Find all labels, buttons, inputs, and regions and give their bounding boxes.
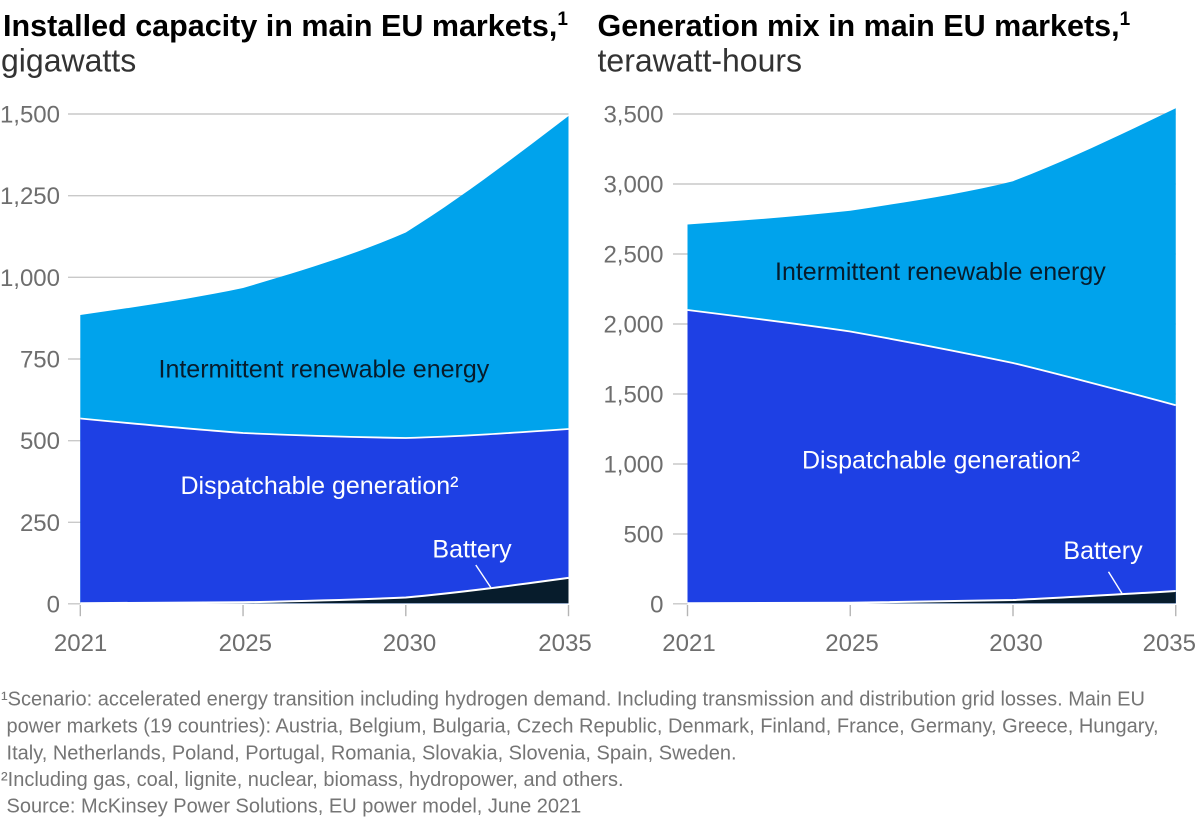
svg-text:Italy, Netherlands, Poland, Po: Italy, Netherlands, Poland, Portugal, Ro… — [1, 743, 737, 765]
svg-text:1,000: 1,000 — [603, 452, 663, 479]
svg-text:Generation mix in main EU mark: Generation mix in main EU markets,1 — [598, 9, 1131, 43]
svg-text:¹Scenario: accelerated energy: ¹Scenario: accelerated energy transition… — [1, 689, 1145, 711]
svg-text:1,000: 1,000 — [0, 265, 60, 292]
svg-text:Intermittent renewable energy: Intermittent renewable energy — [159, 356, 490, 384]
svg-text:terawatt-hours: terawatt-hours — [598, 43, 803, 79]
svg-text:Battery: Battery — [432, 536, 512, 564]
svg-text:2025: 2025 — [825, 630, 878, 657]
svg-text:750: 750 — [20, 347, 60, 374]
svg-text:2021: 2021 — [662, 630, 715, 657]
svg-text:2,500: 2,500 — [603, 242, 663, 269]
svg-text:Installed capacity in main EU: Installed capacity in main EU markets,1 — [3, 9, 568, 43]
svg-text:250: 250 — [20, 510, 60, 537]
svg-text:0: 0 — [650, 592, 663, 619]
svg-text:1,500: 1,500 — [603, 382, 663, 409]
svg-text:500: 500 — [623, 522, 663, 549]
svg-text:1,250: 1,250 — [0, 183, 60, 210]
svg-text:2021: 2021 — [54, 630, 107, 657]
svg-text:1,500: 1,500 — [0, 102, 60, 129]
svg-text:2035: 2035 — [1143, 630, 1196, 657]
svg-text:0: 0 — [47, 592, 60, 619]
svg-text:2035: 2035 — [538, 630, 591, 657]
svg-text:²Including gas, coal, lignite,: ²Including gas, coal, lignite, nuclear, … — [1, 769, 624, 791]
svg-text:Dispatchable generation²: Dispatchable generation² — [181, 472, 459, 500]
svg-text:3,000: 3,000 — [603, 172, 663, 199]
svg-text:2025: 2025 — [219, 630, 272, 657]
svg-text:gigawatts: gigawatts — [1, 43, 136, 79]
svg-text:500: 500 — [20, 428, 60, 455]
svg-text:power markets (19 countries):: power markets (19 countries): Austria, B… — [1, 716, 1159, 738]
svg-text:2030: 2030 — [383, 630, 436, 657]
svg-text:Battery: Battery — [1063, 537, 1143, 565]
svg-text:3,500: 3,500 — [603, 102, 663, 129]
svg-text:Dispatchable generation²: Dispatchable generation² — [802, 447, 1080, 475]
svg-text:Source: McKinsey Power Solutio: Source: McKinsey Power Solutions, EU pow… — [1, 796, 581, 818]
svg-text:2030: 2030 — [989, 630, 1042, 657]
svg-text:2,000: 2,000 — [603, 312, 663, 339]
svg-text:Intermittent renewable energy: Intermittent renewable energy — [775, 258, 1106, 286]
